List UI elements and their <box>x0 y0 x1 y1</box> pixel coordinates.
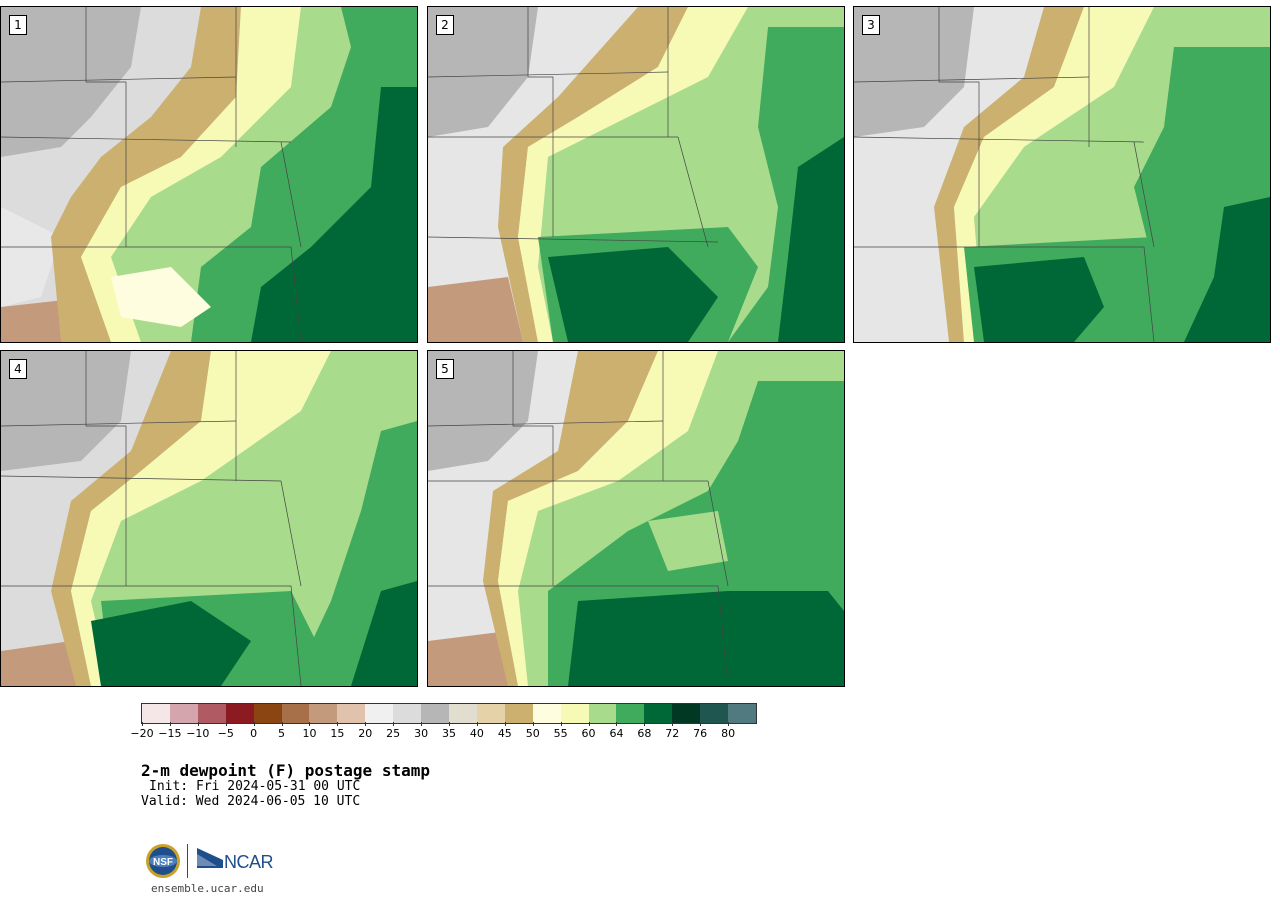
colorbar-segment <box>142 704 170 723</box>
colorbar-tick-label: −20 <box>130 727 154 740</box>
ensemble-member-panel-1: 1 <box>0 6 418 343</box>
colorbar-tick-label: 25 <box>386 727 401 740</box>
panel-number-badge: 3 <box>862 15 880 35</box>
ncar-logo-icon <box>197 848 223 868</box>
ncar-logo-text: NCAR <box>224 852 274 872</box>
ensemble-member-panel-5: 5 <box>427 350 845 687</box>
colorbar-tick-mark <box>728 722 730 726</box>
colorbar-segment <box>700 704 729 723</box>
ensemble-member-panel-2: 2 <box>427 6 845 343</box>
colorbar-tick-label: −10 <box>186 727 210 740</box>
colorbar-segment <box>728 704 756 723</box>
colorbar-tick-mark <box>476 722 478 726</box>
colorbar-segment <box>448 704 477 723</box>
colorbar-segment <box>672 704 701 723</box>
colorbar-segment <box>309 704 338 723</box>
colorbar-segment <box>393 704 422 723</box>
colorbar-tick-mark <box>644 722 646 726</box>
colorbar-tick-label: −5 <box>217 727 234 740</box>
colorbar-tick-mark <box>588 722 590 726</box>
colorbar-segment <box>476 704 505 723</box>
colorbar-tick-label: 45 <box>497 727 512 740</box>
colorbar-segment <box>504 704 533 723</box>
colorbar-tick-mark <box>616 722 618 726</box>
colorbar-segment <box>644 704 673 723</box>
colorbar-segment <box>421 704 449 723</box>
colorbar-tick-label: 15 <box>330 727 345 740</box>
dewpoint-map-3 <box>854 7 1270 342</box>
dewpoint-map-1 <box>1 7 417 342</box>
colorbar-segment <box>225 704 254 723</box>
panel-number-badge: 4 <box>9 359 27 379</box>
colorbar-tick-mark <box>337 722 339 726</box>
nsf-logo-icon: NSF <box>146 844 180 878</box>
colorbar-segment <box>337 704 366 723</box>
colorbar-tick-mark <box>225 722 227 726</box>
panel-number-badge: 1 <box>9 15 27 35</box>
colorbar-tick-label: 60 <box>581 727 596 740</box>
colorbar-tick-mark <box>365 722 367 726</box>
colorbar-tick-mark <box>169 722 171 726</box>
colorbar-tick-label: 55 <box>553 727 568 740</box>
colorbar-tick-mark <box>197 722 199 726</box>
colorbar-segment <box>197 704 226 723</box>
colorbar-tick-label: 50 <box>525 727 540 740</box>
colorbar-tick-mark <box>672 722 674 726</box>
colorbar-tick-mark <box>281 722 283 726</box>
colorbar-tick-mark <box>560 722 562 726</box>
panel-number-badge: 5 <box>436 359 454 379</box>
valid-time-label: Valid: Wed 2024-06-05 10 UTC <box>141 794 361 809</box>
colorbar-segment <box>560 704 589 723</box>
init-time-label: Init: Fri 2024-05-31 00 UTC <box>149 779 361 794</box>
colorbar-segment <box>253 704 282 723</box>
dewpoint-map-4 <box>1 351 417 686</box>
ensemble-member-panel-3: 3 <box>853 6 1271 343</box>
colorbar-tick-mark <box>253 722 255 726</box>
colorbar-tick-mark <box>421 722 423 726</box>
colorbar-segment <box>588 704 617 723</box>
colorbar-tick-label: 80 <box>721 727 736 740</box>
footer-site: ensemble.ucar.edu <box>151 882 264 895</box>
dewpoint-map-5 <box>428 351 844 686</box>
panel-number-badge: 2 <box>436 15 454 35</box>
ensemble-member-panel-4: 4 <box>0 350 418 687</box>
colorbar-segment <box>169 704 198 723</box>
colorbar-segment <box>365 704 394 723</box>
logo-divider <box>187 844 188 878</box>
colorbar-tick-mark <box>504 722 506 726</box>
colorbar-tick-label: 76 <box>693 727 708 740</box>
colorbar-tick-label: 35 <box>442 727 456 740</box>
colorbar-tick-mark <box>700 722 702 726</box>
colorbar-tick-mark <box>449 722 450 726</box>
colorbar-tick-mark <box>393 722 395 726</box>
colorbar-tick-label: 0 <box>250 727 258 740</box>
colorbar-tick-label: 72 <box>665 727 680 740</box>
colorbar-tick-mark <box>309 722 311 726</box>
colorbar-tick-mark <box>142 722 143 726</box>
dewpoint-map-2 <box>428 7 844 342</box>
chart-title: 2-m dewpoint (F) postage stamp <box>141 761 430 780</box>
colorbar-tick-mark <box>532 722 534 726</box>
colorbar-tick-label: 30 <box>414 727 429 740</box>
colorbar-segment <box>616 704 645 723</box>
colorbar-tick-label: −15 <box>158 727 182 740</box>
colorbar-tick-label: 64 <box>609 727 624 740</box>
colorbar-tick-label: 20 <box>358 727 373 740</box>
colorbar-segment <box>532 704 561 723</box>
nsf-logo-text: NSF <box>153 857 173 868</box>
colorbar-tick-label: 40 <box>469 727 484 740</box>
colorbar-segment <box>281 704 310 723</box>
colorbar-tick-label: 5 <box>278 727 286 740</box>
dewpoint-colorbar <box>141 703 757 724</box>
colorbar-tick-label: 10 <box>302 727 317 740</box>
colorbar-tick-label: 68 <box>637 727 652 740</box>
